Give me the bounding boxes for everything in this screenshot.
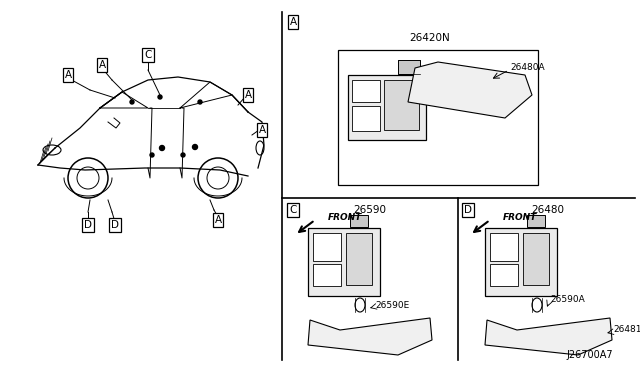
Bar — [313, 233, 341, 261]
Circle shape — [193, 144, 198, 150]
Bar — [398, 60, 420, 74]
Text: 26590: 26590 — [353, 205, 387, 215]
Text: 26420N: 26420N — [410, 33, 451, 43]
Bar — [490, 233, 518, 261]
Text: D: D — [84, 220, 92, 230]
Text: D: D — [464, 205, 472, 215]
Text: 26480A: 26480A — [510, 64, 545, 73]
Polygon shape — [485, 318, 612, 355]
Text: A: A — [99, 60, 106, 70]
Text: 26480: 26480 — [531, 205, 564, 215]
Circle shape — [150, 153, 154, 157]
Bar — [485, 228, 557, 296]
Text: C: C — [289, 205, 297, 215]
Text: A: A — [289, 17, 296, 27]
Text: 26590A: 26590A — [550, 295, 585, 305]
Text: FRONT: FRONT — [503, 214, 537, 222]
Bar — [527, 215, 545, 227]
Circle shape — [130, 100, 134, 104]
Text: FRONT: FRONT — [328, 214, 362, 222]
Bar — [352, 106, 380, 131]
Bar — [523, 233, 549, 285]
Text: A: A — [259, 125, 266, 135]
Bar — [350, 215, 368, 227]
Text: 26481: 26481 — [613, 326, 640, 334]
Text: A: A — [65, 70, 72, 80]
Bar — [346, 233, 372, 285]
Circle shape — [198, 100, 202, 104]
Circle shape — [159, 145, 164, 151]
Text: A: A — [214, 215, 221, 225]
Circle shape — [158, 95, 162, 99]
Bar — [338, 50, 538, 185]
Bar — [313, 264, 341, 286]
Circle shape — [181, 153, 185, 157]
Bar — [384, 80, 419, 130]
Text: A: A — [244, 90, 252, 100]
Text: D: D — [111, 220, 119, 230]
Text: 26590E: 26590E — [375, 301, 409, 310]
Polygon shape — [408, 62, 532, 118]
Bar — [352, 80, 380, 102]
Bar — [348, 75, 426, 140]
Text: C: C — [144, 50, 152, 60]
Bar — [308, 228, 380, 296]
Text: J26700A7: J26700A7 — [566, 350, 613, 360]
Bar — [490, 264, 518, 286]
Polygon shape — [308, 318, 432, 355]
